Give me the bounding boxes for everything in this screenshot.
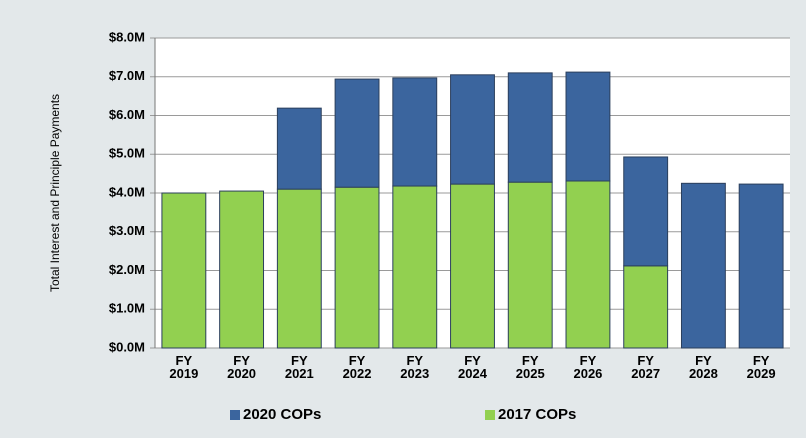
x-tick-label: FY 2023 (400, 353, 430, 381)
bar-segment (450, 183, 495, 349)
x-tick-label: FY 2025 (515, 353, 545, 381)
bar-segment (219, 190, 265, 349)
y-tick-label: $7.0M (109, 68, 145, 83)
x-tick-label: FY 2024 (458, 353, 487, 381)
bar-segment (392, 185, 438, 349)
bar-segment (738, 183, 784, 349)
bar-segment (276, 107, 322, 190)
legend-label: 2017 COPs (498, 406, 576, 423)
bar-segment (680, 182, 726, 349)
y-tick-label: $4.0M (109, 184, 145, 199)
bar-segment (450, 74, 495, 185)
legend-swatch (485, 410, 495, 420)
x-tick-label: FY 2019 (169, 353, 199, 381)
bar-segment (334, 186, 380, 349)
x-tick-label: FY 2026 (573, 353, 603, 381)
bar-segment (276, 188, 322, 349)
x-tick-label: FY 2022 (342, 353, 372, 381)
y-tick-label: $1.0M (109, 301, 145, 316)
x-tick-label: FY 2029 (746, 353, 776, 381)
y-tick-label: $3.0M (109, 223, 145, 238)
y-tick-label: $2.0M (109, 262, 145, 277)
legend-swatch (230, 410, 240, 420)
bar-segment (623, 265, 669, 349)
y-tick-label: $6.0M (109, 107, 145, 122)
legend-label: 2020 COPs (243, 406, 321, 423)
bar-segment (565, 180, 611, 349)
y-tick-label: $0.0M (109, 339, 145, 354)
y-tick-label: $5.0M (109, 146, 145, 161)
y-tick-label: $8.0M (109, 29, 145, 44)
bar-segment (334, 78, 380, 188)
bar-segment (565, 71, 611, 182)
bar-segment (507, 72, 553, 183)
x-tick-label: FY 2027 (631, 353, 661, 381)
x-tick-label: FY 2028 (688, 353, 718, 381)
bar-segment (161, 192, 207, 349)
bar-segment (392, 77, 438, 187)
x-tick-label: FY 2020 (227, 353, 257, 381)
bar-segment (623, 156, 669, 267)
x-tick-label: FY 2021 (284, 353, 314, 381)
bar-segment (507, 181, 553, 349)
y-axis-title: Total Interest and Principle Payments (48, 94, 62, 292)
